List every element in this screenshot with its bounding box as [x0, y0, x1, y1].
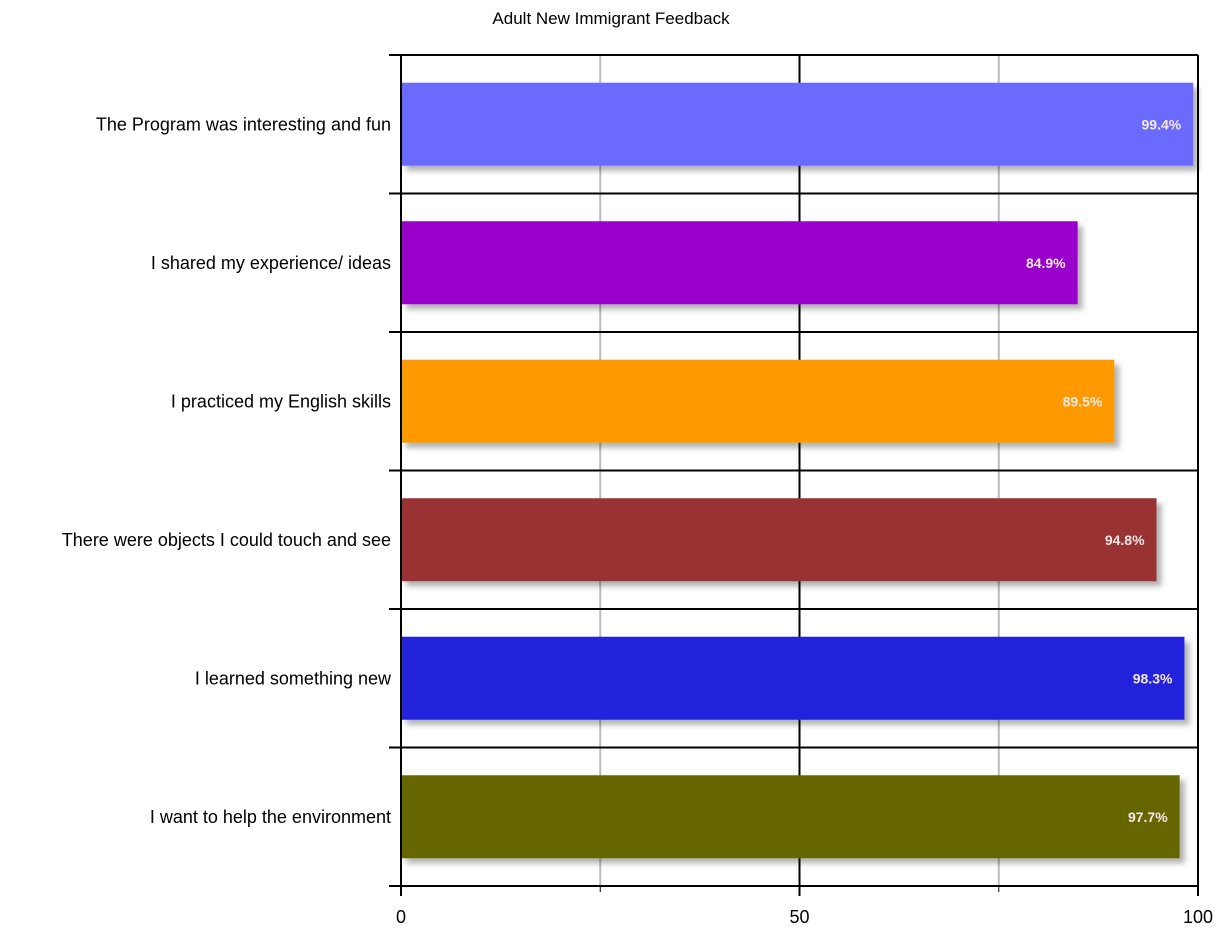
chart-title: Adult New Immigrant Feedback: [492, 9, 730, 28]
bar: [401, 498, 1157, 582]
data-label: 99.4%: [1142, 116, 1182, 132]
data-label: 84.9%: [1026, 255, 1066, 271]
category-label: I learned something new: [195, 668, 392, 688]
bar: [401, 775, 1180, 859]
data-label: 97.7%: [1128, 809, 1168, 825]
category-label: I want to help the environment: [150, 807, 391, 827]
bar: [401, 359, 1115, 443]
data-label: 89.5%: [1063, 393, 1103, 409]
data-label: 94.8%: [1105, 532, 1145, 548]
bar: [401, 82, 1194, 166]
plot-area: 99.4% The Program was interesting and fun…: [62, 54, 1213, 927]
x-tick-label: 0: [396, 907, 406, 927]
x-tick-label: 50: [789, 907, 809, 927]
category-label: There were objects I could touch and see: [62, 530, 391, 550]
x-tick-label: 100: [1183, 907, 1213, 927]
data-label: 98.3%: [1133, 670, 1173, 686]
bar: [401, 221, 1078, 305]
category-label: I shared my experience/ ideas: [151, 253, 391, 273]
category-label: The Program was interesting and fun: [96, 114, 391, 134]
bar: [401, 636, 1185, 720]
category-label: I practiced my English skills: [171, 391, 391, 411]
